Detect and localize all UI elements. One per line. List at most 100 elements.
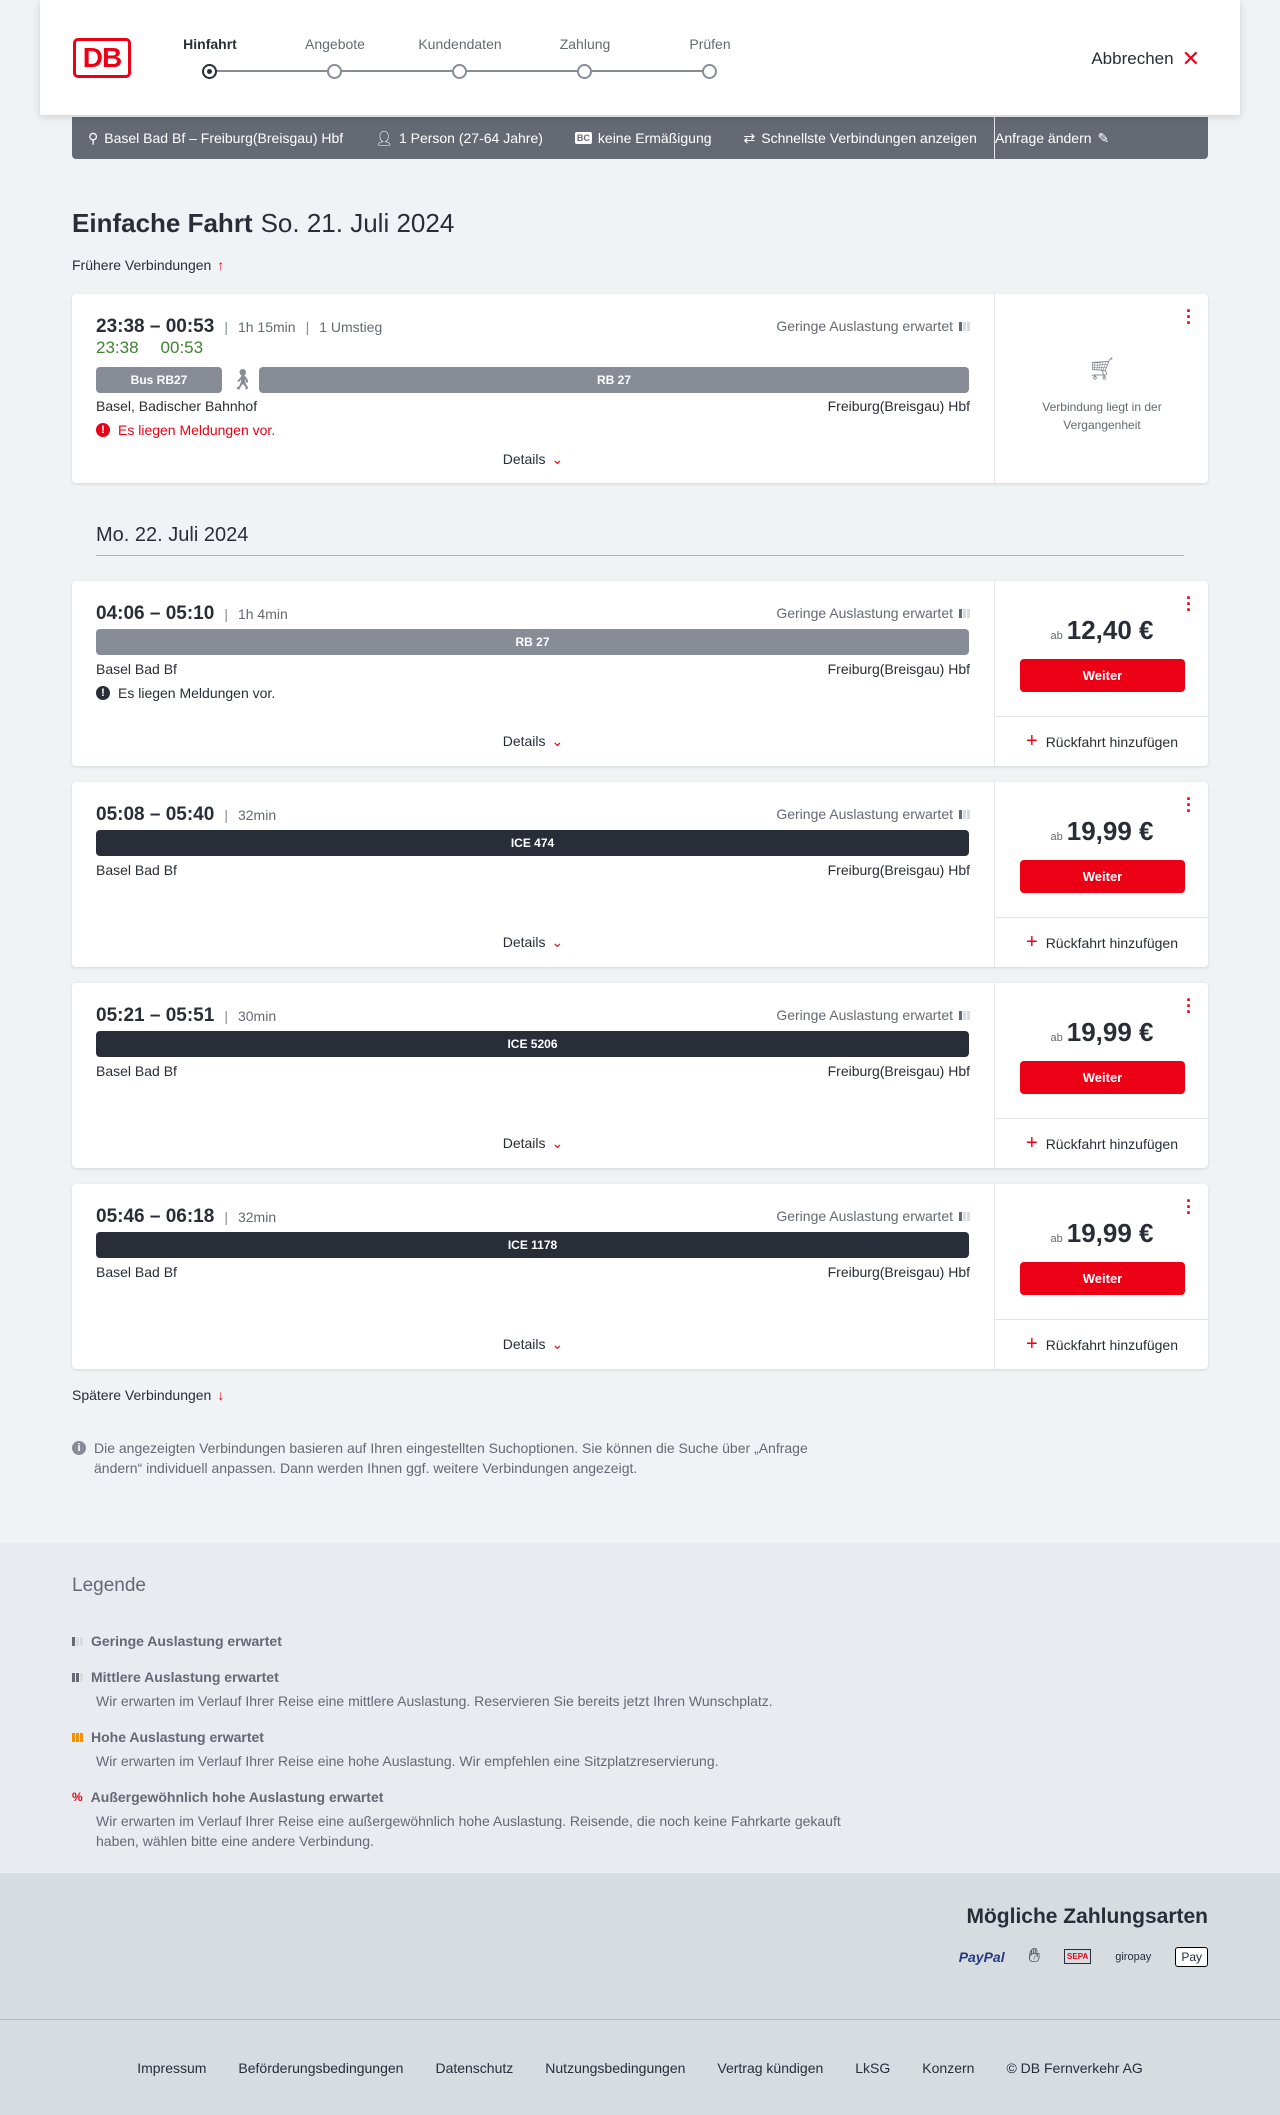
continue-button[interactable]: Weiter bbox=[1020, 1061, 1185, 1094]
plus-icon: + bbox=[1026, 931, 1038, 953]
more-options-icon[interactable]: · · · bbox=[1186, 1191, 1192, 1223]
exceptional-load-icon: % bbox=[72, 1790, 83, 1804]
load-indicator: Geringe Auslastung erwartet bbox=[776, 806, 970, 822]
later-connections-link[interactable]: Spätere Verbindungen ↓ bbox=[72, 1387, 224, 1403]
price-value: 19,99 € bbox=[1066, 816, 1154, 846]
low-load-icon bbox=[959, 1211, 970, 1221]
step-kundendaten: Kundendaten bbox=[418, 36, 502, 52]
arrival-station: Freiburg(Breisgau) Hbf bbox=[827, 1063, 970, 1079]
fastest-toggle[interactable]: ⇄ Schnellste Verbindungen anzeigen bbox=[744, 130, 977, 147]
departure-station: Basel, Badischer Bahnhof bbox=[96, 398, 258, 414]
message-notice: ! Es liegen Meldungen vor. bbox=[96, 422, 275, 438]
segment-train: RB 27 bbox=[96, 629, 969, 655]
return-label: Rückfahrt hinzufügen bbox=[1045, 1336, 1178, 1353]
step-dot bbox=[327, 64, 342, 79]
connection-side: · · · ab 19,99 € Weiter + Rückfahrt hinzufüg… bbox=[994, 983, 1209, 1168]
arrow-up-icon: ↑ bbox=[217, 257, 225, 273]
change-request-button[interactable]: Anfrage ändern ✎ bbox=[994, 117, 1208, 159]
arrival-station: Freiburg(Breisgau) Hbf bbox=[827, 661, 970, 677]
cancel-button[interactable]: Abbrechen ✕ bbox=[1091, 46, 1200, 72]
connection-card-past[interactable]: 23:38 – 00:53 | 1h 15min | 1 Umstieg Geringe… bbox=[72, 294, 1208, 483]
footer-link[interactable]: Konzern bbox=[922, 2059, 975, 2076]
footer-link[interactable]: Datenschutz bbox=[435, 2059, 514, 2076]
add-return-button[interactable]: + Rückfahrt hinzufügen bbox=[995, 1319, 1209, 1369]
details-label: Details bbox=[502, 934, 546, 950]
alert-icon: ! bbox=[96, 423, 110, 437]
earlier-connections-link[interactable]: Frühere Verbindungen ↑ bbox=[72, 257, 224, 273]
change-label: Anfrage ändern bbox=[995, 130, 1092, 146]
footer-link[interactable]: LkSG bbox=[855, 2059, 891, 2076]
payment-section: Mögliche Zahlungsarten PayPal ✋︎ SEPA gi… bbox=[0, 1873, 1280, 2019]
segment-train: ICE 5206 bbox=[96, 1031, 969, 1057]
price-prefix: ab bbox=[1050, 831, 1063, 843]
duration: 30min bbox=[237, 1008, 277, 1024]
details-toggle[interactable]: Details ⌄ bbox=[72, 733, 994, 750]
details-toggle[interactable]: Details ⌄ bbox=[72, 1336, 994, 1353]
details-toggle[interactable]: Details ⌄ bbox=[72, 934, 994, 951]
connection-side: · · · ab 19,99 € Weiter + Rückfahrt hinzufüg… bbox=[994, 1184, 1209, 1369]
footer-link[interactable]: Nutzungsbedingungen bbox=[545, 2059, 686, 2076]
duration: 32min bbox=[237, 1209, 277, 1225]
discount-label: keine Ermäßigung bbox=[597, 130, 712, 146]
step-zahlung: Zahlung bbox=[559, 36, 611, 52]
low-load-icon bbox=[959, 1010, 970, 1020]
connection-card[interactable]: 05:08 – 05:40 | 32min Geringe Auslastung e… bbox=[72, 782, 1209, 967]
passengers-label: 1 Person (27-64 Jahre) bbox=[398, 130, 543, 146]
segment-train: ICE 474 bbox=[96, 830, 969, 856]
load-label: Geringe Auslastung erwartet bbox=[776, 1208, 953, 1224]
arrival-station: Freiburg(Breisgau) Hbf bbox=[827, 1264, 970, 1280]
connection-card[interactable]: 04:06 – 05:10 | 1h 4min Geringe Auslastung… bbox=[72, 581, 1209, 766]
legend-item-medium: Mittlere Auslastung erwartet Wir erwarten… bbox=[72, 1669, 876, 1711]
passengers: 👤︎ 1 Person (27-64 Jahre) bbox=[375, 130, 543, 147]
step-pruefen: Prüfen bbox=[689, 36, 731, 52]
continue-button[interactable]: Weiter bbox=[1020, 860, 1185, 893]
continue-button[interactable]: Weiter bbox=[1020, 659, 1185, 692]
return-label: Rückfahrt hinzufügen bbox=[1045, 1135, 1178, 1152]
add-return-button[interactable]: + Rückfahrt hinzufügen bbox=[995, 1118, 1209, 1168]
connection-card[interactable]: 05:21 – 05:51 | 30min Geringe Auslastung e… bbox=[72, 983, 1209, 1168]
legend-item-exceptional: % Außergewöhnlich hohe Auslastung erwarte… bbox=[72, 1789, 841, 1849]
date-divider-label: Mo. 22. Juli 2024 bbox=[96, 524, 249, 546]
details-toggle[interactable]: Details ⌄ bbox=[72, 1135, 994, 1152]
more-options-icon[interactable]: · · · bbox=[1186, 789, 1192, 821]
load-label: Geringe Auslastung erwartet bbox=[776, 605, 953, 621]
legend-item-low: Geringe Auslastung erwartet bbox=[72, 1633, 282, 1649]
legend-section: Legende Geringe Auslastung erwartet Mitt… bbox=[0, 1543, 1280, 1873]
apple-pay-icon: Pay bbox=[1175, 1946, 1208, 1967]
low-load-icon bbox=[959, 608, 970, 618]
changes: 1 Umstieg bbox=[319, 319, 383, 335]
connection-main: 04:06 – 05:10 | 1h 4min Geringe Auslastung… bbox=[72, 581, 994, 766]
footer-link[interactable]: © DB Fernverkehr AG bbox=[1006, 2059, 1143, 2076]
footer-link[interactable]: Vertrag kündigen bbox=[717, 2059, 824, 2076]
more-options-icon[interactable]: · · · bbox=[1186, 301, 1192, 333]
message-label: Es liegen Meldungen vor. bbox=[118, 422, 276, 438]
more-options-icon[interactable]: · · · bbox=[1186, 990, 1192, 1022]
connection-card[interactable]: 05:46 – 06:18 | 32min Geringe Auslastung e… bbox=[72, 1184, 1209, 1369]
continue-button[interactable]: Weiter bbox=[1020, 1262, 1185, 1295]
walk-icon: 🚶︎ bbox=[230, 369, 256, 391]
price: ab 12,40 € bbox=[995, 615, 1209, 646]
add-return-button[interactable]: + Rückfahrt hinzufügen bbox=[995, 716, 1209, 766]
payment-title: Mögliche Zahlungsarten bbox=[966, 1905, 1208, 1928]
location-pin-icon: ⚲ bbox=[88, 129, 99, 146]
footer-link[interactable]: Impressum bbox=[137, 2059, 207, 2076]
plus-icon: + bbox=[1026, 1333, 1038, 1355]
connection-side: · · · ab 19,99 € Weiter + Rückfahrt hinzufüg… bbox=[994, 782, 1209, 967]
add-return-button[interactable]: + Rückfahrt hinzufügen bbox=[995, 917, 1209, 967]
footer-link[interactable]: Beförderungsbedingungen bbox=[238, 2059, 404, 2076]
header: DB Hinfahrt Angebote Kundendaten Zahlung… bbox=[40, 0, 1240, 115]
time-range: 05:08 – 05:40 bbox=[96, 804, 215, 825]
medium-load-icon bbox=[72, 1672, 83, 1682]
step-dot bbox=[452, 64, 467, 79]
pencil-icon: ✎ bbox=[1097, 129, 1110, 146]
fastest-label: Schnellste Verbindungen anzeigen bbox=[761, 130, 977, 146]
step-angebote: Angebote bbox=[305, 36, 365, 52]
db-logo[interactable]: DB bbox=[73, 38, 131, 78]
connection-times: 05:46 – 06:18 | 32min bbox=[96, 1206, 277, 1227]
realtime-departure: 23:38 bbox=[96, 338, 139, 357]
step-dot bbox=[702, 64, 717, 79]
details-toggle[interactable]: Details ⌄ bbox=[72, 451, 994, 468]
later-label: Spätere Verbindungen bbox=[72, 1387, 212, 1403]
more-options-icon[interactable]: · · · bbox=[1186, 588, 1192, 620]
connection-main: 05:21 – 05:51 | 30min Geringe Auslastung e… bbox=[72, 983, 994, 1168]
